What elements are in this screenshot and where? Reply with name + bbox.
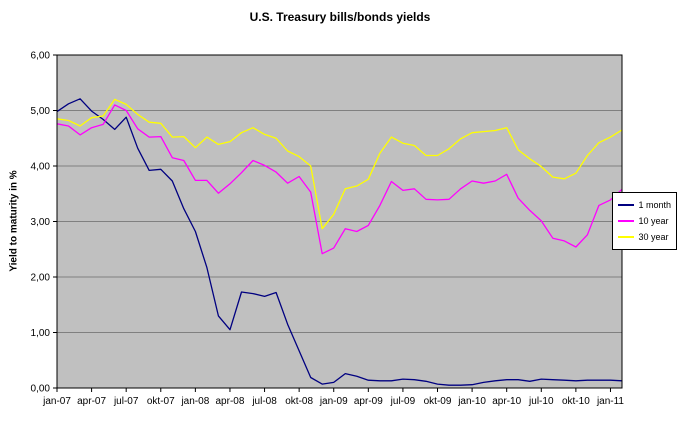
svg-text:jul-09: jul-09 [390, 396, 416, 407]
svg-text:1,00: 1,00 [31, 328, 51, 339]
svg-text:okt-07: okt-07 [147, 396, 175, 407]
legend-label-30-year: 30 year [638, 232, 669, 242]
svg-text:okt-08: okt-08 [285, 396, 313, 407]
legend-line-marker-1-month [618, 204, 635, 206]
svg-text:3,00: 3,00 [31, 217, 51, 228]
chart-title: U.S. Treasury bills/bonds yields [249, 10, 431, 24]
legend-line-marker-30-year [618, 236, 635, 238]
svg-text:4,00: 4,00 [31, 162, 51, 173]
svg-text:apr-10: apr-10 [492, 396, 521, 407]
svg-text:5,00: 5,00 [31, 106, 51, 117]
svg-text:0,00: 0,00 [31, 384, 51, 395]
legend-item-10-year: 10 year [618, 213, 671, 229]
svg-text:okt-09: okt-09 [424, 396, 452, 407]
svg-text:jan-08: jan-08 [180, 396, 209, 407]
svg-text:okt-10: okt-10 [562, 396, 590, 407]
svg-text:6,00: 6,00 [31, 51, 51, 62]
svg-text:apr-07: apr-07 [77, 396, 106, 407]
svg-text:jan-07: jan-07 [42, 396, 71, 407]
legend: 1 month 10 year 30 year [612, 192, 677, 250]
legend-line-marker-10-year [618, 220, 635, 222]
svg-text:jul-10: jul-10 [528, 396, 554, 407]
svg-text:jul-07: jul-07 [113, 396, 139, 407]
svg-text:apr-09: apr-09 [354, 396, 383, 407]
svg-text:jan-11: jan-11 [596, 396, 624, 407]
legend-label-10-year: 10 year [638, 216, 669, 226]
legend-label-1-month: 1 month [638, 200, 671, 210]
svg-text:2,00: 2,00 [31, 273, 51, 284]
svg-text:apr-08: apr-08 [216, 396, 245, 407]
svg-text:jan-09: jan-09 [319, 396, 348, 407]
svg-text:jan-10: jan-10 [457, 396, 486, 407]
svg-text:jul-08: jul-08 [251, 396, 277, 407]
legend-item-30-year: 30 year [618, 229, 671, 245]
legend-item-1-month: 1 month [618, 197, 671, 213]
